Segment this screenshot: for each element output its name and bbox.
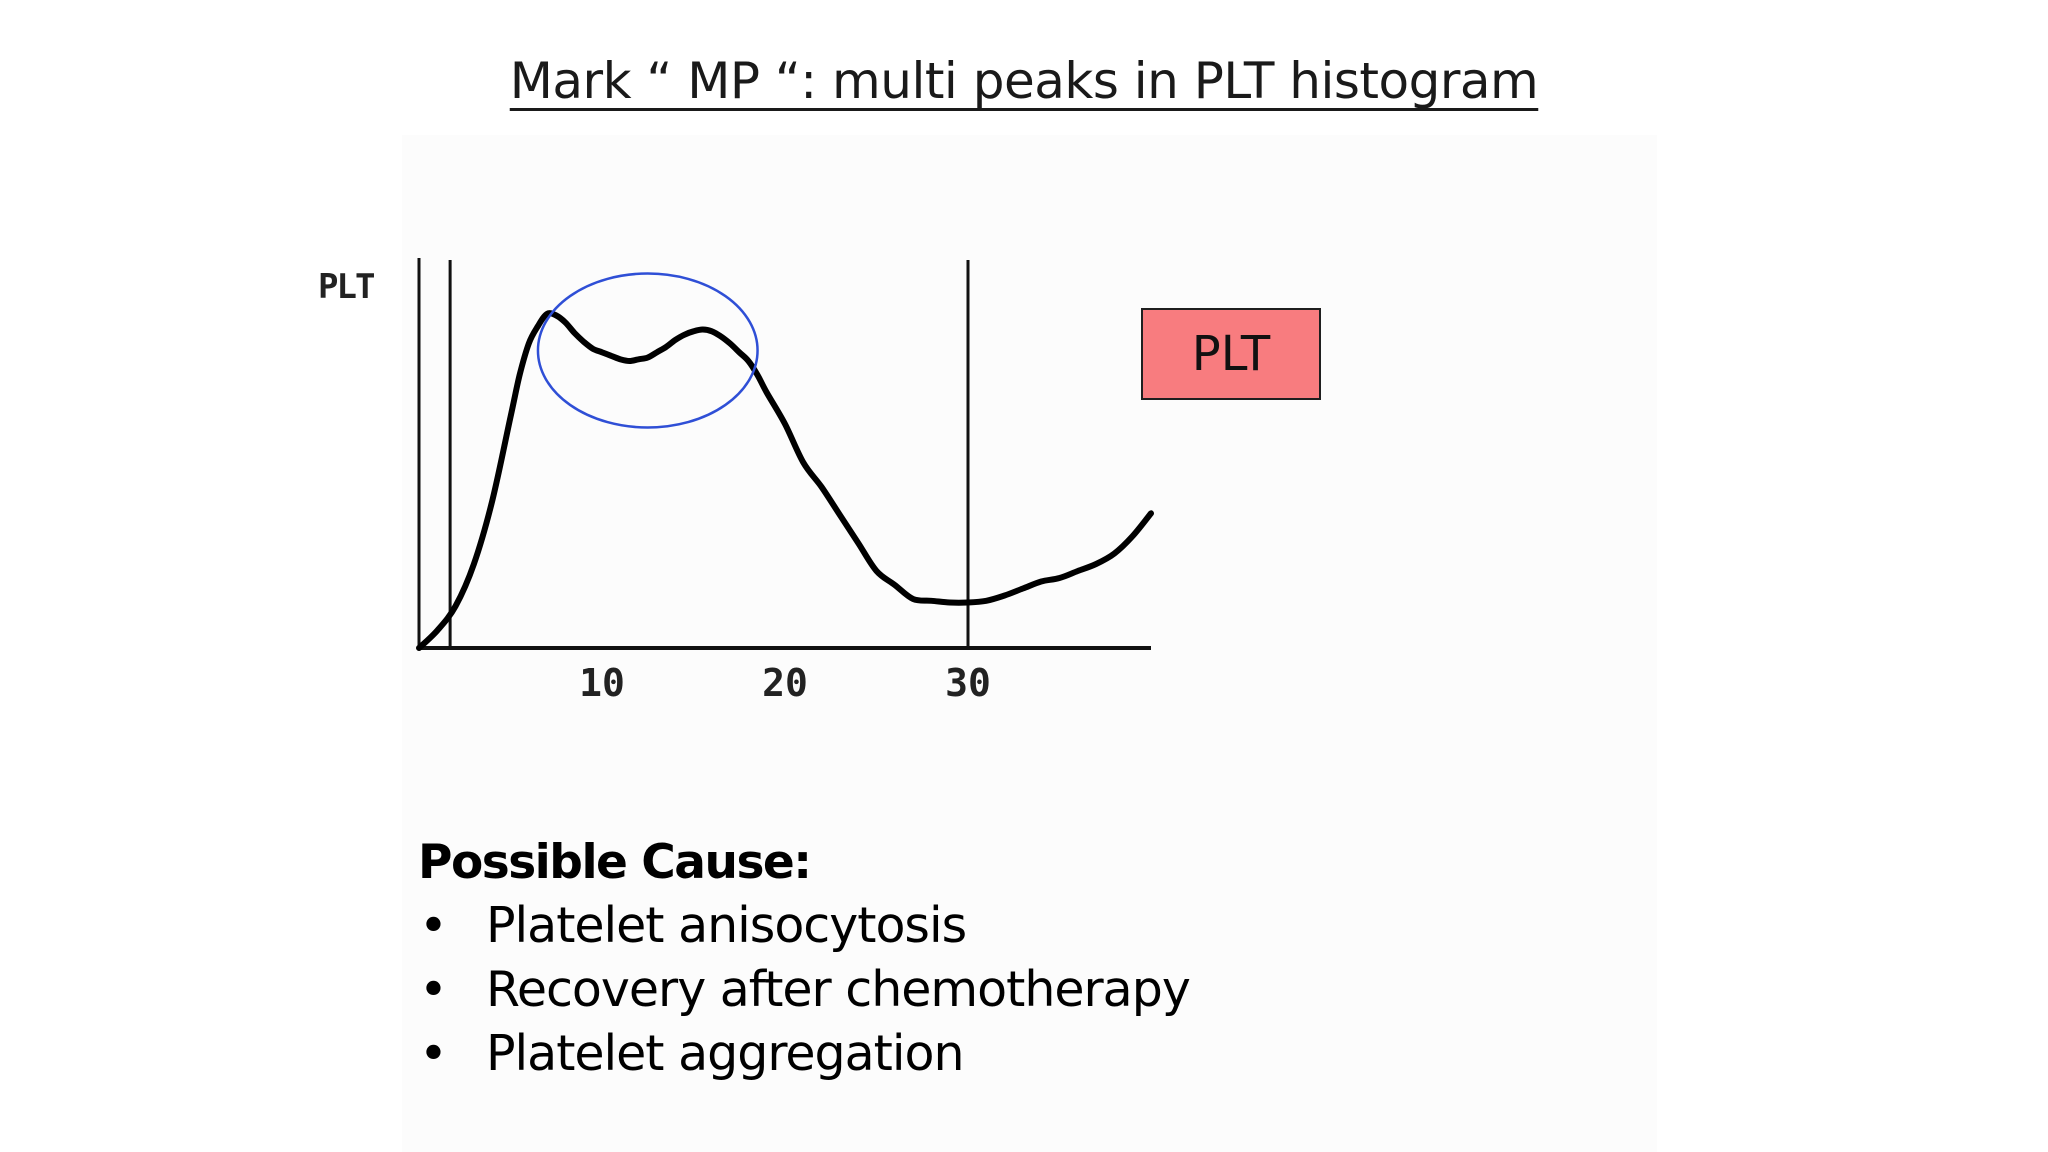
cause-item: • Recovery after chemotherapy (418, 958, 1191, 1022)
cause-item: • Platelet aggregation (418, 1022, 1190, 1086)
x-tick-label: 30 (945, 661, 991, 705)
slide-background (402, 135, 1657, 1152)
cause-item-text: Platelet anisocytosis (486, 897, 967, 954)
bullet-icon: • (419, 1025, 448, 1082)
plt-label-box: PLT (1141, 308, 1321, 400)
bullet-icon: • (419, 961, 448, 1018)
x-tick-label: 10 (579, 661, 625, 705)
multi-peak-highlight-ellipse (536, 272, 759, 429)
cause-item-text: Recovery after chemotherapy (486, 961, 1191, 1018)
possible-causes: Possible Cause: • Platelet anisocytosis •… (418, 832, 1191, 1086)
causes-heading: Possible Cause: (418, 835, 812, 890)
bullet-icon: • (419, 897, 448, 954)
series-line-plt (416, 310, 1154, 651)
causes-list: • Platelet anisocytosis • Recovery after c… (418, 894, 1191, 1086)
cause-item: • Platelet anisocytosis (418, 894, 1190, 958)
y-axis-label: PLT (318, 267, 374, 307)
slide-title: Mark “ MP “: multi peaks in PLT histogra… (509, 52, 1539, 110)
x-tick-label: 20 (762, 661, 808, 705)
cause-item-text: Platelet aggregation (486, 1025, 965, 1082)
